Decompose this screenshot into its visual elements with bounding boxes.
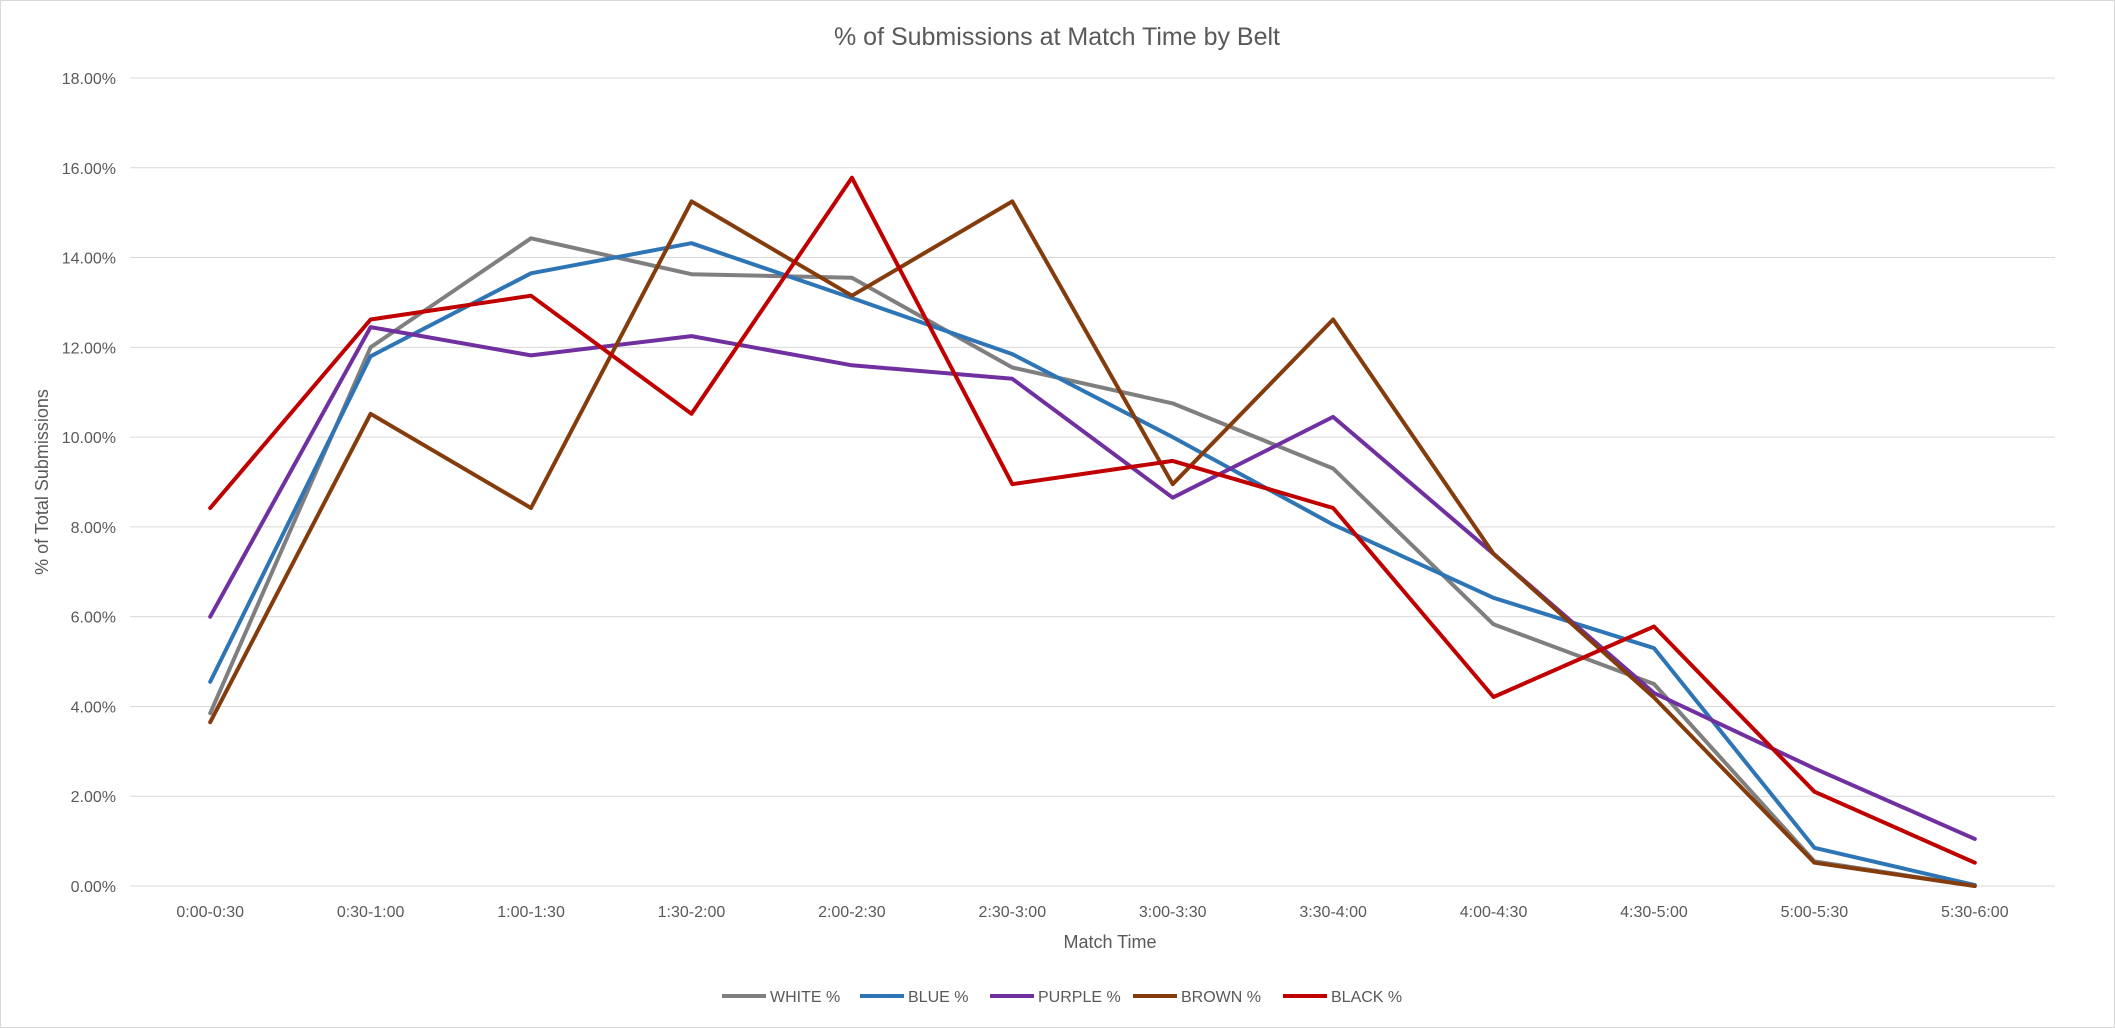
legend-label: BLUE % bbox=[908, 989, 968, 1006]
series-lines bbox=[208, 175, 1977, 888]
x-tick-label: 3:30-4:00 bbox=[1299, 904, 1367, 921]
legend-label: BLACK % bbox=[1331, 989, 1402, 1006]
y-tick-label: 14.00% bbox=[62, 251, 116, 268]
legend-item-white: WHITE % bbox=[722, 989, 840, 1006]
y-tick-label: 18.00% bbox=[62, 71, 116, 88]
x-tick-label: 1:30-2:00 bbox=[658, 904, 726, 921]
legend-item-black: BLACK % bbox=[1283, 989, 1402, 1006]
y-tick-label: 0.00% bbox=[71, 879, 116, 896]
x-tick-label: 5:00-5:30 bbox=[1781, 904, 1849, 921]
legend-label: WHITE % bbox=[770, 989, 840, 1006]
legend-item-brown: BROWN % bbox=[1133, 989, 1261, 1006]
y-axis-title: % of Total Submissions bbox=[32, 389, 52, 575]
x-tick-label: 4:00-4:30 bbox=[1460, 904, 1528, 921]
series-line-blue bbox=[208, 241, 1977, 888]
legend-label: PURPLE % bbox=[1038, 989, 1121, 1006]
x-tick-label: 1:00-1:30 bbox=[497, 904, 565, 921]
y-axis-ticks: 0.00% 2.00% 4.00% 6.00% 8.00% 10.00% 12.00% 14.… bbox=[62, 71, 116, 896]
legend-item-purple: PURPLE % bbox=[990, 989, 1121, 1006]
x-axis-title: Match Time bbox=[1063, 932, 1156, 952]
x-tick-label: 0:30-1:00 bbox=[337, 904, 405, 921]
y-tick-label: 8.00% bbox=[71, 520, 116, 537]
chart-title: % of Submissions at Match Time by Belt bbox=[834, 23, 1280, 51]
y-tick-label: 4.00% bbox=[71, 699, 116, 716]
y-tick-label: 12.00% bbox=[62, 340, 116, 357]
legend: WHITE % BLUE % PURPLE % BROWN % BLACK % bbox=[722, 989, 1402, 1006]
y-tick-label: 16.00% bbox=[62, 161, 116, 178]
series-line-purple bbox=[208, 325, 1977, 841]
x-tick-label: 5:30-6:00 bbox=[1941, 904, 2009, 921]
x-tick-label: 2:00-2:30 bbox=[818, 904, 886, 921]
series-line-brown bbox=[208, 199, 1977, 888]
x-tick-label: 4:30-5:00 bbox=[1620, 904, 1688, 921]
legend-label: BROWN % bbox=[1181, 989, 1261, 1006]
series-line-black bbox=[208, 175, 1977, 865]
gridlines bbox=[130, 77, 2055, 887]
x-tick-label: 0:00-0:30 bbox=[176, 904, 244, 921]
y-tick-label: 6.00% bbox=[71, 610, 116, 627]
x-tick-label: 2:30-3:00 bbox=[978, 904, 1046, 921]
legend-item-blue: BLUE % bbox=[860, 989, 968, 1006]
y-tick-label: 10.00% bbox=[62, 430, 116, 447]
x-axis-ticks: 0:00-0:30 0:30-1:00 1:00-1:30 1:30-2:00 2:00… bbox=[176, 904, 2008, 921]
series-line-white bbox=[208, 236, 1977, 888]
x-tick-label: 3:00-3:30 bbox=[1139, 904, 1207, 921]
y-tick-label: 2.00% bbox=[71, 789, 116, 806]
